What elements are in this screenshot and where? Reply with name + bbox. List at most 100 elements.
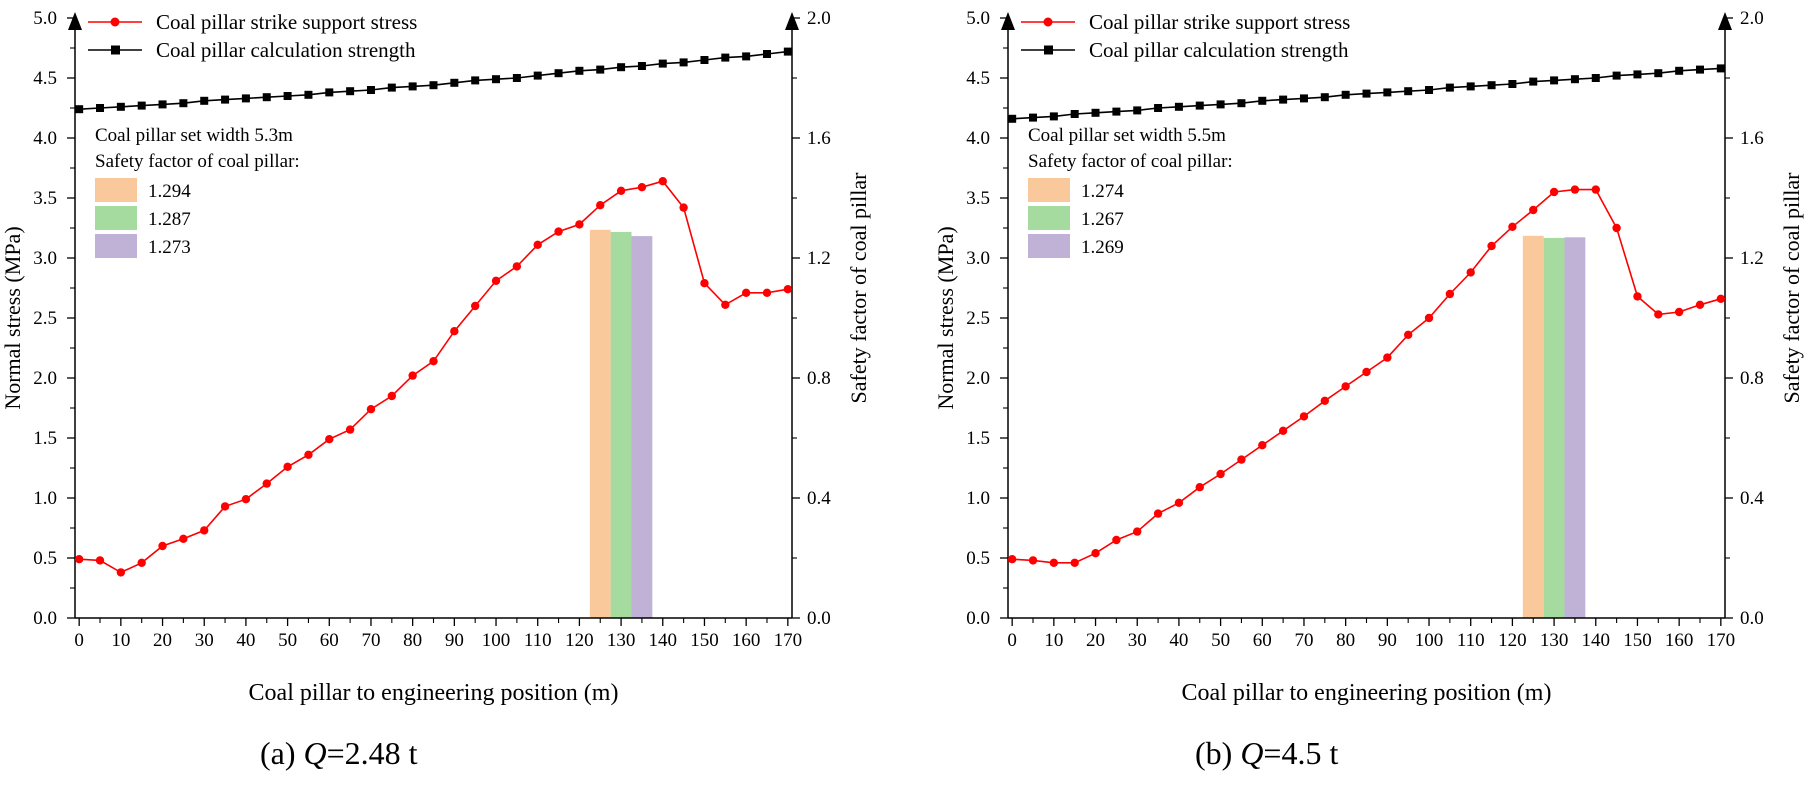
stress-data-point xyxy=(470,301,480,311)
stress-data-point xyxy=(179,534,188,543)
info-value-2: 1.267 xyxy=(1081,209,1124,230)
info-value-3: 1.273 xyxy=(148,237,191,258)
info-title: Coal pillar set width 5.3m xyxy=(95,125,293,146)
stress-data-point xyxy=(1508,222,1517,231)
strength-data-point xyxy=(1529,77,1538,86)
strength-data-point xyxy=(200,96,209,105)
info-swatch-2 xyxy=(95,206,137,230)
stress-data-point xyxy=(241,495,251,504)
strength-data-point xyxy=(283,92,292,100)
info-swatch-1 xyxy=(1028,178,1070,202)
strength-data-point xyxy=(1487,81,1496,90)
strength-data-point xyxy=(492,75,501,84)
stress-data-point xyxy=(596,201,605,210)
strength-data-point xyxy=(1508,80,1517,88)
stress-data-point xyxy=(1591,185,1600,194)
strength-data-point xyxy=(1341,90,1350,99)
stress-data-point xyxy=(1716,294,1726,303)
strength-data-point xyxy=(1258,96,1267,105)
strength-data-point xyxy=(1299,94,1308,103)
y-left-tick-label: 3.5 xyxy=(966,188,990,209)
x-tick-label: 130 xyxy=(1540,630,1569,651)
stress-data-point xyxy=(741,288,751,297)
strength-data-point xyxy=(1237,99,1246,108)
stress-data-point xyxy=(658,177,667,186)
strength-data-point xyxy=(262,93,271,102)
stress-data-point xyxy=(74,555,84,564)
strength-data-point xyxy=(679,58,688,67)
stress-data-point xyxy=(1383,353,1392,362)
x-tick-label: 50 xyxy=(278,630,297,651)
stress-data-point xyxy=(1487,241,1496,251)
y-left-tick-label: 3.0 xyxy=(966,248,990,269)
x-tick-label: 90 xyxy=(1378,630,1397,651)
strength-data-point xyxy=(742,52,751,61)
stress-data-point xyxy=(721,300,730,309)
strength-data-point xyxy=(1633,70,1642,79)
info-swatch-1 xyxy=(95,178,137,202)
x-tick-label: 40 xyxy=(1169,630,1188,651)
strength-data-point xyxy=(1216,100,1225,109)
strength-data-point xyxy=(1112,107,1121,116)
x-tick-label: 50 xyxy=(1211,630,1230,651)
strength-data-point xyxy=(1320,93,1329,102)
y-left-tick-label: 5.0 xyxy=(966,8,990,29)
y-axis-right-label: Safety factor of coal pillar xyxy=(1779,172,1804,404)
stress-data-point xyxy=(116,568,126,577)
stress-data-point xyxy=(512,262,522,271)
y-left-tick-label: 2.5 xyxy=(966,308,990,329)
x-tick-label: 160 xyxy=(1665,630,1694,651)
stress-data-point xyxy=(387,391,397,401)
caption-a: (a) Q=2.48 t xyxy=(260,735,418,771)
stress-data-point xyxy=(220,502,230,511)
stress-data-point xyxy=(1674,307,1684,317)
y-left-tick-label: 2.0 xyxy=(33,368,57,389)
strength-data-point xyxy=(1008,114,1017,123)
stress-data-point xyxy=(158,541,167,551)
x-tick-label: 100 xyxy=(1415,630,1444,651)
x-tick-label: 30 xyxy=(195,630,214,651)
stress-data-point xyxy=(1424,313,1434,323)
stress-data-point xyxy=(200,526,209,535)
x-tick-label: 80 xyxy=(1336,630,1355,651)
strength-data-point xyxy=(1591,74,1600,82)
x-tick-label: 70 xyxy=(361,630,380,651)
stress-data-point xyxy=(616,186,626,195)
stress-data-point xyxy=(1133,527,1142,536)
strength-data-point xyxy=(1404,87,1413,96)
y-right-tick-label: 0.0 xyxy=(807,608,831,629)
strength-data-point xyxy=(75,105,84,114)
y-axis-left-label: Normal stress (MPa) xyxy=(0,226,25,409)
strength-data-point xyxy=(325,88,334,97)
info-value-1: 1.294 xyxy=(148,181,191,202)
x-tick-label: 0 xyxy=(1007,630,1017,651)
y-left-tick-label: 1.0 xyxy=(33,488,57,509)
x-tick-label: 140 xyxy=(1582,630,1611,651)
y-right-tick-label: 2.0 xyxy=(1740,8,1764,29)
strength-data-point xyxy=(1675,66,1684,75)
strength-data-point xyxy=(700,56,709,64)
legend-label-strength: Coal pillar calculation strength xyxy=(156,38,416,62)
x-tick-label: 10 xyxy=(1044,630,1063,651)
legend-label-stress: Coal pillar strike support stress xyxy=(1089,10,1350,34)
info-swatch-2 xyxy=(1028,206,1070,230)
safety-factor-bar-1 xyxy=(1522,235,1544,619)
legend-label-strength: Coal pillar calculation strength xyxy=(1089,38,1349,62)
strength-data-point xyxy=(575,66,584,75)
stress-data-point xyxy=(325,435,334,444)
safety-factor-bar-1 xyxy=(589,229,611,619)
x-axis-label: Coal pillar to engineering position (m) xyxy=(1182,680,1552,706)
y-left-tick-label: 0.5 xyxy=(33,548,57,569)
strength-data-point xyxy=(1091,108,1100,117)
strength-data-point xyxy=(1445,83,1454,92)
strength-data-point xyxy=(1279,95,1288,104)
y-left-tick-label: 0.0 xyxy=(33,608,57,629)
strength-data-point xyxy=(429,81,438,90)
legend-label-stress: Coal pillar strike support stress xyxy=(156,10,417,34)
stress-data-point xyxy=(1028,556,1038,565)
strength-data-point xyxy=(346,87,355,96)
strength-data-point xyxy=(1049,112,1058,121)
stress-data-point xyxy=(1695,300,1705,309)
safety-factor-bar-2 xyxy=(1543,237,1565,618)
info-title: Coal pillar set width 5.5m xyxy=(1028,125,1226,146)
